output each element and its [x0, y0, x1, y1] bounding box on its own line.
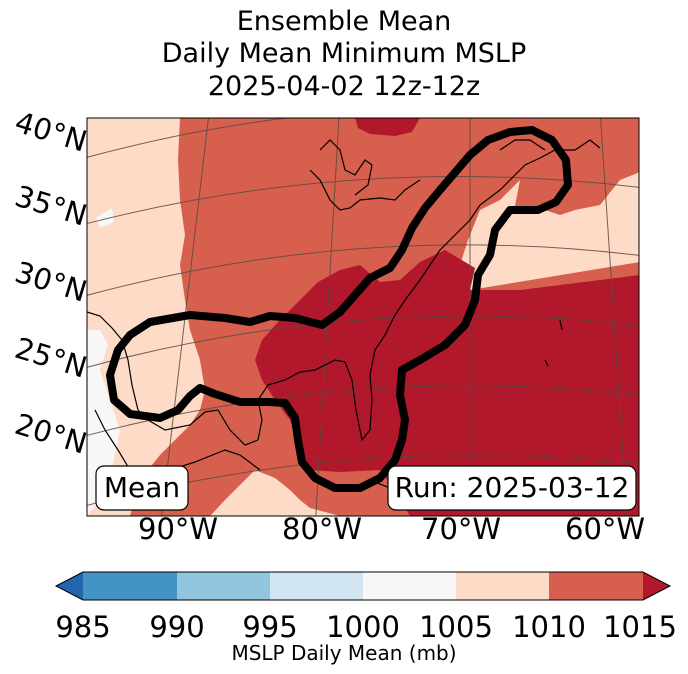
lon-label-90: 90°W: [138, 512, 219, 546]
mean-label-box: [95, 465, 189, 511]
pressure-field-1015-plus: [255, 250, 639, 516]
colorbar-segment-985: [83, 572, 177, 600]
colorbar-tick-1000: 1000: [326, 610, 400, 644]
title-line-1: Ensemble Mean: [236, 6, 452, 37]
lon-label-80: 80°W: [282, 512, 363, 546]
title-line-3: 2025-04-02 12z-12z: [207, 71, 481, 102]
mean-contour: [106, 126, 572, 492]
colorbar-segment-995: [270, 572, 363, 600]
colorbar-tick-985: 985: [55, 610, 111, 644]
colorbar: [54, 571, 672, 601]
run-label-box: [387, 465, 637, 511]
coastlines: [87, 139, 601, 489]
colorbar-extend-low: [56, 572, 83, 600]
map-frame: [86, 117, 640, 517]
colorbar-segment-1000: [363, 572, 456, 600]
colorbar-label: MSLP Daily Mean (mb): [231, 641, 457, 665]
title-line-2: Daily Mean Minimum MSLP: [161, 38, 527, 69]
colorbar-tick-990: 990: [149, 610, 205, 644]
colorbar-tick-1010: 1010: [512, 610, 586, 644]
lon-label-70: 70°W: [421, 512, 502, 546]
colorbar-segment-990: [177, 572, 270, 600]
colorbar-segment-1005: [456, 572, 549, 600]
lon-label-60: 60°W: [565, 512, 646, 546]
run-label: Run: 2025-03-12: [395, 471, 630, 504]
pressure-field-top-core: [355, 118, 420, 136]
colorbar-tick-1015: 1015: [603, 610, 677, 644]
mean-label: Mean: [104, 471, 180, 504]
colorbar-tick-995: 995: [242, 610, 298, 644]
colorbar-tick-1005: 1005: [419, 610, 493, 644]
colorbar-segment-1010: [549, 572, 643, 600]
colorbar-extend-high: [643, 572, 670, 600]
